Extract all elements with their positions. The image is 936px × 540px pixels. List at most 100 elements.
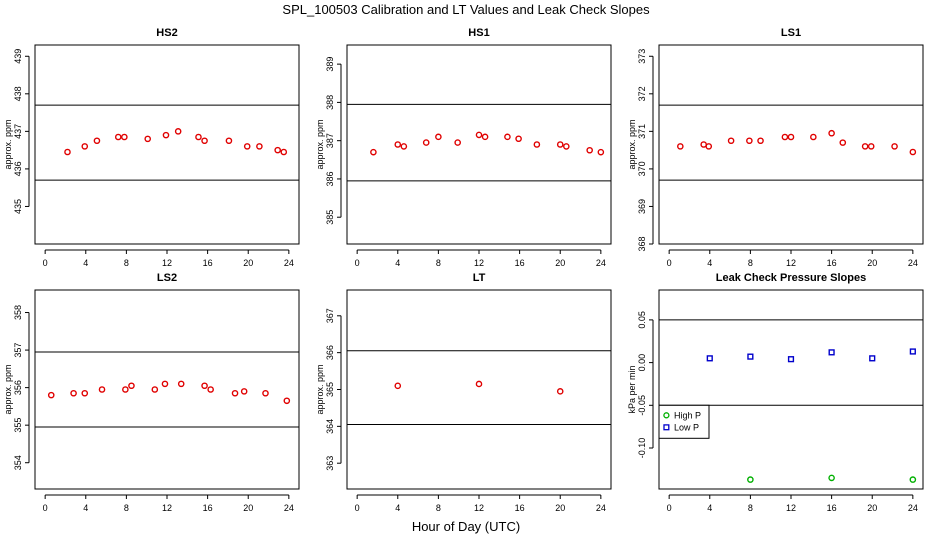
legend-label: High P xyxy=(674,410,701,420)
y-tick-label: 369 xyxy=(637,199,647,214)
y-tick-label: 363 xyxy=(325,456,335,471)
y-tick-label: 356 xyxy=(13,380,23,395)
y-tick-label: 368 xyxy=(637,236,647,251)
data-point xyxy=(93,137,101,145)
y-tick-label: 0.00 xyxy=(637,354,647,372)
y-tick-label: 358 xyxy=(13,305,23,320)
data-point xyxy=(98,386,106,393)
chart-panel-3: LS2 0 4 8 12 16 20 24 354 355 356 357 358 approx. ppm xyxy=(3,272,300,513)
data-point xyxy=(705,143,713,150)
y-tick-label: 439 xyxy=(13,49,23,64)
data-point xyxy=(746,137,753,145)
panel-title: Leak Check Pressure Slopes xyxy=(716,272,866,284)
data-point xyxy=(515,135,522,143)
plot-frame xyxy=(346,289,612,490)
panel-title: LS2 xyxy=(157,272,177,284)
data-point xyxy=(161,380,169,388)
data-point xyxy=(504,133,511,141)
y-tick-label: -0.05 xyxy=(637,395,647,416)
chart-panels: HS2 0 4 8 12 16 20 24 435 436 437 438 439 approx. ppm… xyxy=(3,27,924,513)
data-point xyxy=(400,143,408,150)
y-tick-label: 438 xyxy=(13,86,23,101)
data-point xyxy=(909,476,917,483)
data-point xyxy=(787,133,795,141)
y-tick-label: 388 xyxy=(325,95,335,110)
data-point xyxy=(256,143,263,150)
data-point xyxy=(231,389,239,397)
data-point xyxy=(144,135,152,143)
panel-title: HS2 xyxy=(156,27,177,39)
data-point xyxy=(861,143,869,150)
x-tick-label: 24 xyxy=(596,503,606,513)
y-tick-label: 436 xyxy=(13,161,23,176)
x-tick-label: 20 xyxy=(867,258,877,268)
data-point xyxy=(370,148,377,156)
data-point xyxy=(283,397,291,405)
data-point xyxy=(828,129,835,137)
y-axis-label: approx. ppm xyxy=(3,364,13,414)
y-axis-label: approx. ppm xyxy=(315,364,325,414)
chart-panel-2: LS1 0 4 8 12 16 20 24 368 369 370 371 372 373 approx. … xyxy=(627,27,924,268)
chart-panel-0: HS2 0 4 8 12 16 20 24 435 436 437 438 439 approx. ppm xyxy=(3,27,300,268)
y-tick-label: 435 xyxy=(13,199,23,214)
y-tick-label: 354 xyxy=(13,455,23,470)
y-tick-label: -0.10 xyxy=(637,438,647,459)
data-point xyxy=(394,382,402,390)
x-tick-label: 8 xyxy=(436,258,441,268)
plot-frame xyxy=(346,44,612,245)
data-point xyxy=(556,388,564,395)
y-tick-label: 389 xyxy=(325,57,335,72)
data-point xyxy=(787,356,795,363)
x-tick-label: 8 xyxy=(436,503,441,513)
data-point xyxy=(586,146,593,154)
x-tick-label: 0 xyxy=(667,258,672,268)
data-point xyxy=(747,476,754,483)
x-tick-label: 24 xyxy=(284,503,294,513)
chart-panel-4: LT 0 4 8 12 16 20 24 363 364 365 366 367 approx. ppm xyxy=(315,272,612,513)
panel-title: LS1 xyxy=(781,27,801,39)
data-point xyxy=(243,143,251,150)
y-tick-label: 373 xyxy=(637,49,647,64)
x-tick-label: 8 xyxy=(748,258,753,268)
x-tick-label: 12 xyxy=(162,503,172,513)
data-point xyxy=(201,137,208,145)
y-tick-label: 387 xyxy=(325,133,335,148)
x-tick-label: 16 xyxy=(203,503,213,513)
x-tick-label: 8 xyxy=(124,258,129,268)
data-point xyxy=(280,148,288,156)
data-point xyxy=(839,139,847,146)
data-point xyxy=(274,146,281,154)
y-axis-label: kPa per min xyxy=(627,365,637,413)
y-tick-label: 437 xyxy=(13,124,23,139)
x-tick-label: 20 xyxy=(555,258,565,268)
data-point xyxy=(597,148,605,156)
figure-title: SPL_100503 Calibration and LT Values and… xyxy=(282,2,650,17)
data-point xyxy=(47,391,55,399)
data-point xyxy=(563,143,570,150)
y-tick-label: 371 xyxy=(637,124,647,139)
x-tick-label: 12 xyxy=(474,503,484,513)
x-tick-label: 4 xyxy=(395,258,400,268)
x-tick-label: 24 xyxy=(908,503,918,513)
data-point xyxy=(869,355,876,362)
data-point xyxy=(909,348,916,355)
x-tick-label: 8 xyxy=(124,503,129,513)
x-tick-label: 20 xyxy=(243,258,253,268)
data-point xyxy=(70,389,77,397)
plot-frame xyxy=(658,44,924,245)
y-tick-label: 385 xyxy=(325,210,335,225)
x-tick-label: 20 xyxy=(555,503,565,513)
y-tick-label: 367 xyxy=(325,308,335,323)
legend-label: Low P xyxy=(674,422,699,432)
x-tick-label: 20 xyxy=(243,503,253,513)
data-point xyxy=(122,386,129,393)
data-point xyxy=(891,143,898,150)
data-point xyxy=(225,137,233,145)
panel-title: LT xyxy=(473,272,486,284)
chart-panel-5: Leak Check Pressure Slopes 0 4 8 12 16 20 24 -0.… xyxy=(627,272,924,513)
data-point xyxy=(64,148,71,156)
data-point xyxy=(747,353,754,360)
x-tick-label: 12 xyxy=(162,258,172,268)
data-point xyxy=(174,128,182,135)
y-tick-label: 357 xyxy=(13,343,23,358)
